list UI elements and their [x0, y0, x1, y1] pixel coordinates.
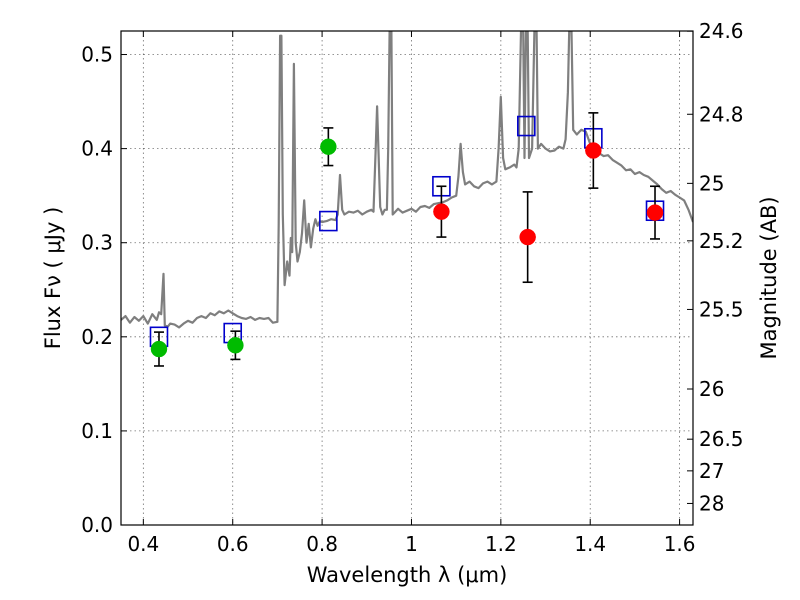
nir-detection-point — [646, 204, 664, 221]
grid-lines — [121, 31, 693, 526]
y-tick-label: 0.3 — [81, 231, 113, 255]
optical-detection-point — [227, 337, 244, 354]
optical-detection-point — [150, 340, 168, 358]
model-photometry-square — [517, 115, 536, 137]
model-photometry-square — [319, 210, 338, 232]
nir-detection-point — [433, 203, 450, 220]
y-tick-label: 0.1 — [81, 419, 113, 443]
y-axis-flux: 0.0 0.1 0.2 0.3 0.4 0.5 — [81, 43, 127, 537]
y2-tick-label: 26.5 — [699, 427, 744, 451]
model-spectrum-line — [121, 31, 693, 329]
x-tick-label: 1.6 — [664, 532, 696, 556]
x-tick-label: 0.4 — [127, 532, 159, 556]
y-axis-label: Flux Fν ( μJy ) — [41, 207, 65, 350]
y-tick-label: 0.4 — [81, 137, 113, 161]
x-axis-label: Wavelength λ (μm) — [307, 563, 508, 587]
y-tick-label: 0.0 — [81, 513, 113, 537]
optical-detection-point — [320, 138, 337, 155]
y2-tick-label: 25 — [699, 171, 724, 195]
plot-frame — [120, 30, 694, 526]
nir-detection-point — [519, 228, 536, 246]
data-markers — [149, 112, 665, 367]
x-tick-label: 0.8 — [306, 532, 338, 556]
x-tick-label: 0.6 — [217, 532, 249, 556]
y-tick-label: 0.2 — [81, 325, 113, 349]
y2-tick-label: 26 — [699, 377, 724, 401]
y-axis-magnitude: 24.6 24.8 25 25.2 25.5 26 26.5 27 28 — [687, 19, 744, 515]
x-tick-label: 1.4 — [574, 532, 606, 556]
y2-tick-label: 24.6 — [699, 19, 744, 43]
y2-tick-label: 24.8 — [699, 102, 744, 126]
y-tick-label: 0.5 — [81, 43, 113, 67]
y2-tick-label: 27 — [699, 459, 724, 483]
nir-detection-point — [585, 142, 602, 159]
x-tick-label: 1.2 — [485, 532, 517, 556]
y2-axis-label: Magnitude (AB) — [757, 196, 781, 359]
y2-tick-label: 25.5 — [699, 297, 744, 321]
y2-tick-label: 25.2 — [699, 229, 744, 253]
x-axis: 0.4 0.6 0.8 1 1.2 1.4 1.6 — [127, 31, 696, 556]
x-tick-label: 1 — [405, 532, 418, 556]
y2-tick-label: 28 — [699, 491, 724, 515]
plot-area — [121, 31, 693, 367]
